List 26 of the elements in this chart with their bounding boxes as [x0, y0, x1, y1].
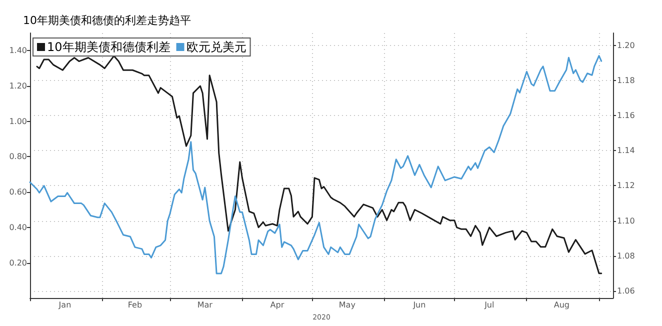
- y-tick-label: 0.20: [9, 258, 27, 268]
- y-tick-label: 0.60: [9, 188, 27, 197]
- legend-label: 欧元兑美元: [186, 40, 246, 54]
- y2-tick-label: 1.16: [617, 111, 635, 120]
- y-tick-label: 1.20: [9, 82, 27, 91]
- x-tick-label: Jun: [412, 300, 426, 310]
- x-tick-label: Feb: [128, 300, 142, 310]
- x-tick-label: Aug: [554, 300, 570, 310]
- x-tick-label: Apr: [270, 300, 285, 310]
- y2-tick-label: 1.08: [617, 251, 635, 260]
- y-tick-label: 1.00: [9, 116, 27, 126]
- y2-tick-label: 1.06: [617, 286, 635, 296]
- y-tick-label: 0.80: [9, 152, 27, 162]
- x-tick-label: May: [338, 300, 356, 310]
- x-tick-label: Jan: [58, 300, 72, 310]
- chart-title: 10年期美债和德债的利差走势趋平: [23, 14, 191, 27]
- y-tick-label: 0.40: [9, 222, 27, 232]
- y2-tick-label: 1.20: [617, 40, 635, 50]
- y2-tick-label: 1.14: [617, 146, 635, 156]
- x-tick-label: Jul: [484, 300, 494, 310]
- y2-tick-label: 1.10: [617, 216, 635, 226]
- x-tick-label: Mar: [197, 300, 214, 310]
- y-tick-label: 1.40: [9, 46, 27, 56]
- legend-label: 10年期美债和德债利差: [47, 40, 170, 54]
- y2-tick-label: 1.12: [617, 181, 635, 190]
- y2-tick-label: 1.18: [617, 76, 635, 85]
